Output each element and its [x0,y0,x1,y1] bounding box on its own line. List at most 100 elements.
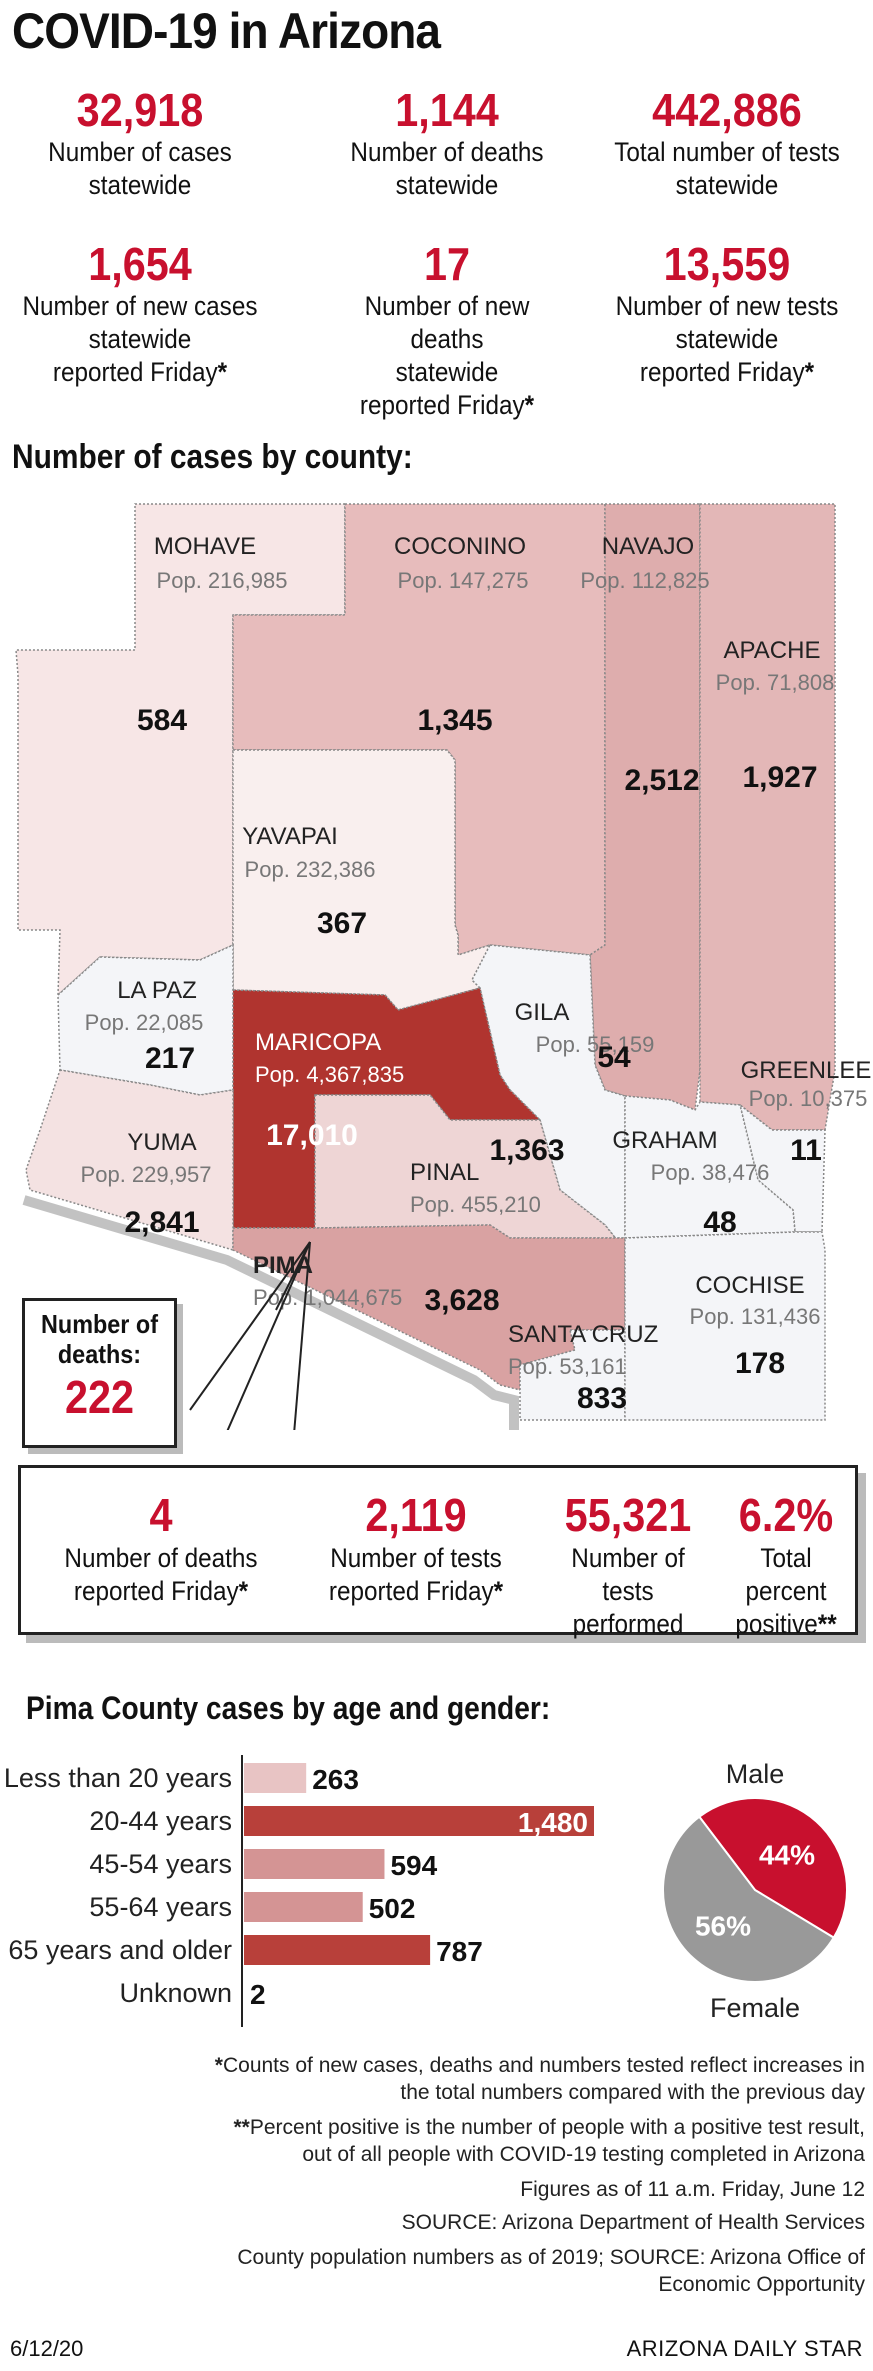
county-population: Pop. 216,985 [157,568,288,593]
county-name: MARICOPA [255,1029,381,1056]
county-name: YUMA [127,1129,196,1156]
bar [244,1935,431,1965]
stat-value: 17 [423,238,471,290]
bar-category-label: 55-64 years [89,1892,232,1922]
callout-line [293,1241,311,1430]
county-population: Pop. 112,825 [580,568,709,593]
stat-label: Total number of tests statewide [614,137,840,200]
bar [244,1806,594,1836]
footnote-text: the total numbers compared with the prev… [400,2081,865,2104]
county-case-count: 217 [145,1042,195,1075]
bar-category-label: 65 years and older [8,1935,232,1965]
footnote-text: out of all people with COVID-19 testing … [302,2143,865,2166]
stat-label: Number of deaths statewide [350,137,544,200]
county-case-count: 1,927 [742,761,817,794]
county-name: MOHAVE [154,533,256,560]
county-name: NAVAJO [602,533,694,560]
pie-slice [697,1797,848,1939]
county-mohave [15,503,346,997]
stat-cases: 32,918 Number of cases statewide [5,84,275,202]
county-case-count: 178 [735,1347,785,1380]
stat-label: Number of tests performed [571,1543,685,1639]
age-chart-title: Pima County cases by age and gender: [26,1690,551,1726]
footnote-text: Percent positive is the number of people… [249,2116,865,2139]
stat-value: 1,654 [88,238,192,290]
deaths-label-2: deaths: [57,1339,142,1369]
footnote: *Counts of new cases, deaths and numbers… [215,2052,865,2106]
county-case-count: 11 [790,1134,822,1167]
county-name: SANTA CRUZ [508,1321,658,1348]
bar-value-label: 263 [312,1764,359,1795]
county-population: Pop. 71,808 [716,670,835,695]
stat-value: 32,918 [76,84,204,136]
pima-deaths-box: Number of deaths: 222 [22,1298,177,1448]
county-case-count: 367 [317,907,367,940]
footnote-text: SOURCE: Arizona Department of Health Ser… [401,2211,865,2234]
stat-value: 55,321 [564,1489,692,1541]
footnote-text: Economic Opportunity [658,2273,865,2296]
county-case-count: 17,010 [266,1119,358,1152]
bar-category-label: Unknown [119,1978,232,2008]
footer-date: 6/12/20 [10,2336,84,2361]
pima-stat-percent-positive: 6.2% Total percent positive** [711,1488,861,1641]
county-case-count: 1,363 [489,1134,564,1167]
county-population: Pop. 53,161 [508,1354,627,1379]
deaths-label-1: Number of [41,1309,159,1339]
bar-value-label: 1,480 [518,1807,588,1838]
stat-new-deaths: 17 Number of new deaths statewide reported… [312,238,582,422]
pie-slice [662,1815,836,1983]
county-navajo [589,503,701,1112]
county-population: Pop. 38,476 [651,1160,770,1185]
map-title: Number of cases by county: [12,438,413,476]
pima-stat-deaths: 4 Number of deaths reported Friday* [41,1488,281,1608]
stat-value: 442,886 [652,84,802,136]
stat-label: Number of new cases statewide reported Fri… [22,291,258,387]
footnote-text: Figures as of 11 a.m. Friday, June 12 [520,2178,865,2201]
footnote-marker: * [214,2054,223,2077]
arizona-county-map: MOHAVE Pop. 216,985 584 COCONINO Pop. 147,27… [15,503,872,1430]
stat-tests: 442,886 Total number of tests statewide [592,84,862,202]
county-population: Pop. 232,386 [245,857,376,882]
pima-stats-box: 4 Number of deaths reported Friday* 2,119… [18,1465,858,1639]
county-case-count: 833 [577,1382,627,1415]
bar-value-label: 594 [390,1850,437,1881]
county-population: Pop. 455,210 [410,1192,541,1217]
county-population: Pop. 147,275 [398,568,529,593]
county-case-count: 584 [137,704,187,737]
footnote: **Percent positive is the number of peop… [233,2114,865,2168]
county-name: PINAL [410,1159,479,1186]
bar-category-label: 45-54 years [89,1849,232,1879]
footnote-text: County population numbers as of 2019; SO… [237,2246,865,2269]
stat-label: Number of cases statewide [48,137,232,200]
stat-label: Number of new deaths statewide reported Fr… [359,291,535,420]
page-title: COVID-19 in Arizona [12,3,441,59]
stat-value: 6.2% [738,1489,834,1541]
county-case-count: 2,841 [124,1206,199,1239]
pie-legend-label: Male [726,1759,785,1789]
stat-label: Number of new tests statewide reported Fri… [615,291,839,387]
county-name: LA PAZ [117,977,197,1004]
bar-value-label: 2 [250,1979,266,2010]
stat-label: Number of deaths reported Friday* [64,1543,258,1606]
bar-value-label: 787 [436,1936,483,1967]
pima-stat-tests-performed: 55,321 Number of tests performed [533,1488,723,1641]
county-name: GILA [515,999,570,1026]
deaths-value: 222 [64,1371,135,1423]
county-name: GRAHAM [612,1127,717,1154]
county-name: APACHE [724,637,821,664]
county-cochise [624,1231,826,1421]
county-population: Pop. 229,957 [81,1162,212,1187]
footnote: SOURCE: Arizona Department of Health Ser… [402,2209,865,2236]
county-name: GREENLEE [741,1057,872,1084]
stat-label: Number of tests reported Friday* [328,1543,504,1606]
bar [244,1763,307,1793]
stat-value: 2,119 [365,1489,467,1541]
age-bar-chart: Less than 20 years 263 20-44 years 1,480 45-… [4,1755,594,2027]
county-population: Pop. 131,436 [690,1304,821,1329]
stat-new-cases: 1,654 Number of new cases statewide report… [5,238,275,389]
pie-legend-label: Female [710,1993,800,2023]
bar [244,1849,385,1879]
county-population: Pop. 10,375 [749,1086,868,1111]
callout-line [189,1241,311,1411]
stat-value: 13,559 [663,238,791,290]
